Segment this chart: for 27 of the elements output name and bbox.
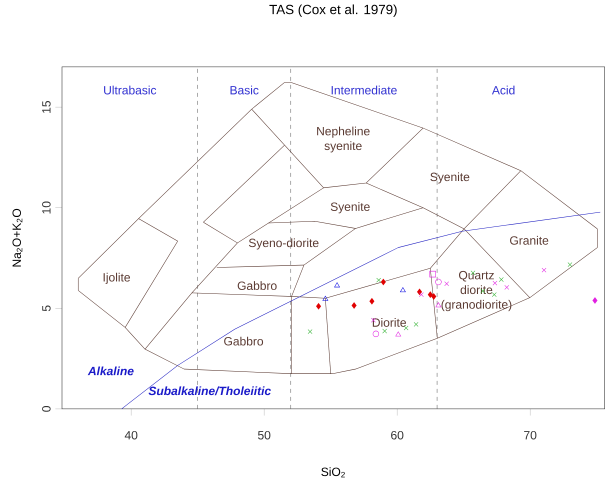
x-tick-label: 70 xyxy=(524,430,536,440)
annotation: Quartz diorite (granodiorite) xyxy=(442,270,512,312)
y-tick-label: 5 xyxy=(42,306,51,312)
annotation: Granite xyxy=(510,236,548,245)
x-tick-label: 50 xyxy=(258,430,270,440)
annotation: Syenite xyxy=(330,202,370,214)
annotation: Ultrabasic xyxy=(104,86,156,95)
annotation: Diorite xyxy=(372,318,406,327)
y-tick-label: 10 xyxy=(42,202,51,214)
annotation: Gabbro xyxy=(238,281,277,290)
x-axis-title: SiO$_{2}$ xyxy=(321,467,345,478)
annotation: Nepheline syenite xyxy=(317,126,370,153)
chart-title: TAS (Cox et al. 1979) xyxy=(269,4,397,17)
annotation: Intermediate xyxy=(332,86,397,95)
annotation: Syeno-diorite xyxy=(248,238,319,250)
annotation: Basic xyxy=(230,86,259,95)
y-tick-label: 15 xyxy=(42,101,51,113)
annotation: Alkaline xyxy=(88,366,134,376)
annotation: Gabbro xyxy=(224,336,264,346)
x-tick-label: 40 xyxy=(124,430,138,440)
annotation: Acid xyxy=(492,86,514,95)
x-tick-label: 60 xyxy=(391,430,404,440)
annotation: Syenite xyxy=(430,172,470,184)
y-axis-title: Na$_{2}$O+K$_{2}$O xyxy=(12,208,22,267)
annotation: Subalkaline/Tholeiitic xyxy=(148,386,271,396)
annotation: Ijolite xyxy=(104,272,130,284)
y-tick-label: 0 xyxy=(42,406,51,412)
